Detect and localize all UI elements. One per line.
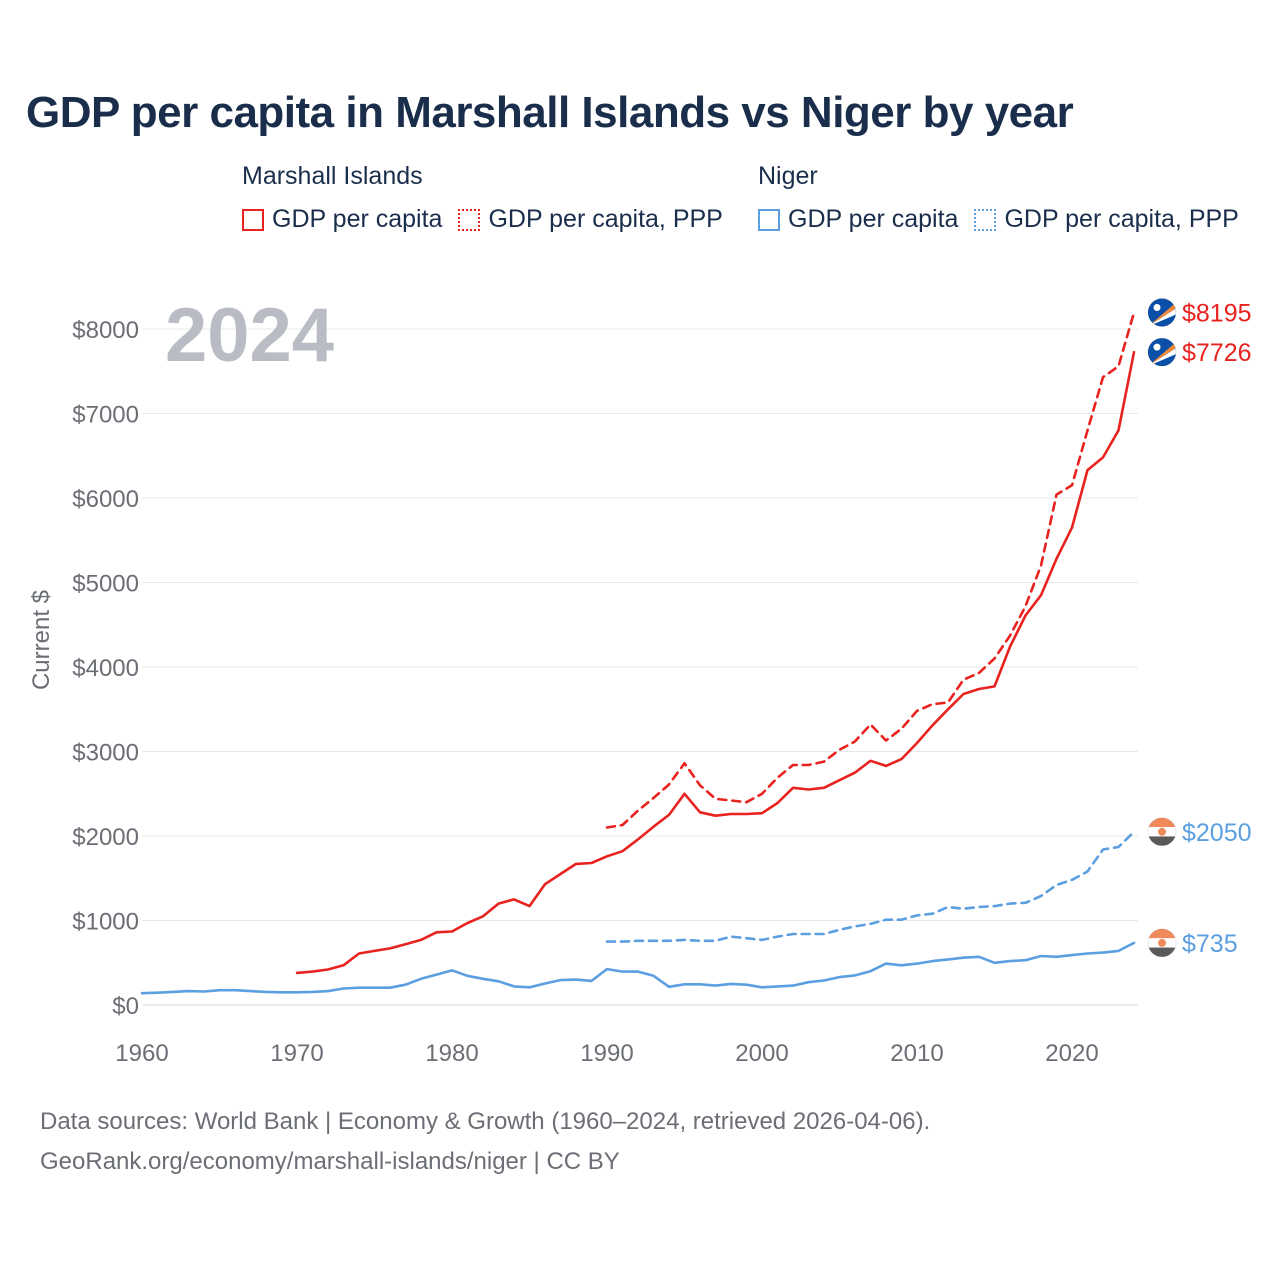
legend-group-marshall-islands: Marshall Islands GDP per capita GDP per … bbox=[242, 162, 723, 234]
y-tick-label: $5000 bbox=[72, 571, 139, 598]
marshall-islands-flag-icon bbox=[1147, 337, 1177, 367]
marshall-islands-flag-icon bbox=[1147, 298, 1177, 328]
legend-swatch-solid-icon bbox=[758, 208, 780, 231]
legend-swatch-dotted-icon bbox=[458, 208, 481, 231]
legend-swatch-solid-icon bbox=[242, 208, 264, 231]
legend-item-marshall-gdp[interactable]: GDP per capita bbox=[242, 205, 442, 234]
x-tick-label: 1960 bbox=[115, 1040, 168, 1067]
series-line-2 bbox=[140, 941, 1136, 995]
end-value-label: $2050 bbox=[1182, 819, 1252, 847]
series-line-3 bbox=[605, 830, 1136, 943]
end-value-label: $8195 bbox=[1182, 300, 1252, 328]
legend-group-niger: Niger GDP per capita GDP per capita, PPP bbox=[758, 162, 1239, 234]
legend-item-marshall-gdp-ppp[interactable]: GDP per capita, PPP bbox=[458, 205, 723, 234]
legend-group-title: Niger bbox=[758, 162, 818, 190]
x-tick-label: 1970 bbox=[270, 1040, 323, 1067]
x-tick-label: 1990 bbox=[580, 1040, 633, 1067]
x-tick-label: 2000 bbox=[735, 1040, 788, 1067]
y-tick-label: $8000 bbox=[72, 317, 139, 344]
y-tick-label: $4000 bbox=[72, 655, 139, 682]
y-tick-label: $7000 bbox=[72, 402, 139, 429]
y-tick-label: $1000 bbox=[72, 909, 139, 936]
x-tick-label: 1980 bbox=[425, 1040, 478, 1067]
end-value-label: $735 bbox=[1182, 930, 1238, 958]
legend-group-title: Marshall Islands bbox=[242, 162, 423, 190]
end-value-label: $7726 bbox=[1182, 339, 1252, 367]
legend-label: GDP per capita bbox=[788, 205, 959, 233]
legend-item-niger-gdp[interactable]: GDP per capita bbox=[758, 205, 958, 234]
legend-label: GDP per capita, PPP bbox=[488, 205, 723, 233]
chart-title: GDP per capita in Marshall Islands vs Ni… bbox=[26, 88, 1074, 137]
legend-swatch-dotted-icon bbox=[974, 208, 997, 231]
y-tick-label: $0 bbox=[112, 993, 139, 1020]
year-label: 2024 bbox=[165, 293, 335, 378]
footer-credit: GeoRank.org/economy/marshall-islands/nig… bbox=[40, 1148, 620, 1175]
series-line-0 bbox=[295, 350, 1136, 975]
x-tick-label: 2020 bbox=[1045, 1040, 1098, 1067]
series-line-1 bbox=[605, 311, 1136, 829]
y-tick-label: $6000 bbox=[72, 486, 139, 513]
legend-item-niger-gdp-ppp[interactable]: GDP per capita, PPP bbox=[974, 205, 1239, 234]
x-tick-label: 2010 bbox=[890, 1040, 943, 1067]
y-tick-label: $3000 bbox=[72, 740, 139, 767]
legend-label: GDP per capita, PPP bbox=[1004, 205, 1239, 233]
niger-flag-icon bbox=[1147, 928, 1177, 958]
footer-sources: Data sources: World Bank | Economy & Gro… bbox=[40, 1108, 931, 1135]
legend-label: GDP per capita bbox=[272, 205, 443, 233]
niger-flag-icon bbox=[1147, 817, 1177, 847]
y-tick-label: $2000 bbox=[72, 824, 139, 851]
